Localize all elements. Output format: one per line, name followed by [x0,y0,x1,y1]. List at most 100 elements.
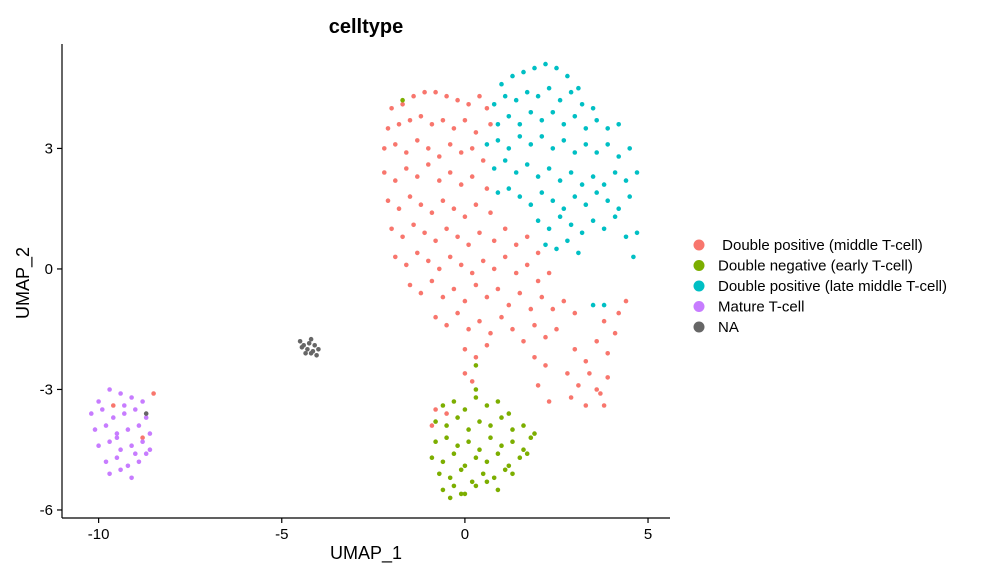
data-point-s0-13 [418,114,424,119]
data-point-s1-47 [510,471,515,477]
data-point-s1-23 [466,439,471,445]
data-point-s0-79 [407,282,413,288]
data-point-s2-18 [495,122,501,127]
data-point-s1-32 [451,451,457,457]
data-point-s2-30 [484,142,490,147]
data-point-s0-136 [151,391,156,396]
data-point-s2-57 [634,170,640,175]
data-point-s3-11 [92,427,98,432]
data-point-s0-15 [440,118,446,123]
data-point-s1-20 [433,439,438,445]
data-point-s1-17 [510,427,515,432]
data-point-s2-49 [546,166,552,171]
data-point-s0-102 [510,326,515,332]
data-point-s1-8 [495,399,501,404]
data-point-s1-31 [440,459,446,465]
data-point-s0-105 [543,334,548,340]
data-point-s0-135 [429,423,435,428]
data-point-s2-31 [495,138,501,143]
data-point-s0-82 [440,294,446,300]
data-point-s2-69 [616,206,621,211]
data-point-s1-45 [491,475,497,481]
data-point-s3-25 [125,463,131,469]
data-point-s0-19 [488,122,493,127]
data-point-s2-13 [546,85,552,91]
data-point-s2-54 [601,182,607,187]
points-layer [89,61,640,501]
data-point-s2-29 [616,122,621,127]
data-point-s1-26 [499,443,504,449]
data-point-s1-42 [458,467,464,473]
data-point-s4-6 [303,351,308,356]
data-point-s0-85 [473,282,479,288]
data-point-s4-5 [316,347,321,352]
data-point-s2-76 [590,218,596,223]
data-point-s2-66 [583,202,589,207]
data-point-s0-83 [451,286,457,292]
data-point-s1-7 [484,403,490,408]
data-point-s3-0 [96,399,101,404]
data-point-s1-46 [502,467,508,473]
legend-label-0: Double positive (middle T-cell) [718,237,923,254]
data-point-s2-68 [605,198,610,203]
data-point-s2-35 [539,134,545,139]
data-point-s0-137 [140,435,145,441]
data-point-s2-6 [565,73,570,79]
data-point-s1-28 [521,447,526,453]
data-point-s0-124 [587,371,592,376]
data-point-s1-24 [477,447,482,453]
data-point-s2-39 [583,142,589,147]
data-point-s0-129 [594,387,599,392]
data-point-s0-43 [418,202,424,207]
data-point-s0-76 [524,262,530,268]
data-point-s3-26 [136,459,142,465]
data-point-s0-121 [623,298,629,304]
data-point-s2-27 [594,118,599,123]
data-point-s3-22 [147,447,153,453]
data-point-s1-5 [462,407,468,412]
data-point-s0-0 [389,106,394,111]
data-point-s0-95 [433,314,438,320]
data-point-s0-37 [458,182,464,187]
data-point-s0-101 [499,314,504,320]
data-point-s0-125 [598,391,603,396]
data-point-s2-77 [601,226,607,232]
data-point-s0-21 [393,142,398,147]
data-point-s1-51 [473,483,479,489]
data-point-s2-32 [506,146,512,151]
data-point-s1-52 [484,479,490,485]
data-point-s0-86 [484,294,490,300]
data-point-s0-27 [458,150,464,155]
data-point-s0-130 [601,403,607,408]
data-point-s2-20 [517,122,523,127]
data-point-s0-28 [469,146,475,151]
data-point-s3-18 [107,439,112,445]
data-point-s2-36 [550,146,556,151]
data-point-s0-123 [576,383,581,388]
data-point-s0-116 [594,339,599,344]
data-point-s2-84 [634,230,640,236]
data-point-s2-19 [506,114,512,119]
data-point-s3-20 [129,443,134,449]
data-point-s1-27 [510,439,515,445]
data-point-s0-12 [407,118,413,123]
data-point-s3-8 [122,411,127,416]
data-point-s0-66 [415,250,420,256]
legend-label-3: Mature T-cell [718,299,804,316]
data-point-s0-55 [444,226,449,232]
data-point-s0-78 [546,270,552,276]
data-point-s2-82 [565,238,570,244]
data-point-s3-17 [96,443,101,449]
data-point-s3-4 [140,399,145,404]
data-point-s0-22 [404,150,409,155]
data-point-s0-122 [565,371,570,376]
data-point-s1-11 [444,423,449,428]
data-point-s2-72 [546,226,552,232]
data-point-s2-75 [579,230,585,236]
data-point-s2-21 [528,110,534,115]
data-point-s2-64 [561,206,567,211]
data-point-s0-51 [400,234,405,240]
data-point-s1-6 [473,395,479,400]
data-point-s0-120 [616,310,621,316]
data-point-s0-3 [422,89,427,95]
